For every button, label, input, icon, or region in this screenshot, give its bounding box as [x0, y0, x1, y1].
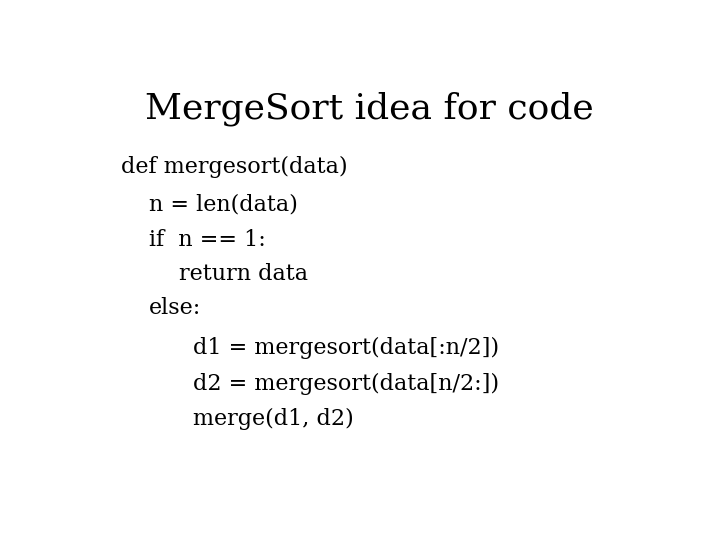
Text: if  n == 1:: if n == 1: [148, 230, 266, 251]
Text: n = len(data): n = len(data) [148, 193, 297, 215]
Text: else:: else: [148, 297, 201, 319]
Text: return data: return data [179, 262, 308, 285]
Text: merge(d1, d2): merge(d1, d2) [193, 408, 354, 430]
Text: MergeSort idea for code: MergeSort idea for code [145, 91, 593, 126]
Text: d1 = mergesort(data[:n/2]): d1 = mergesort(data[:n/2]) [193, 338, 500, 360]
Text: d2 = mergesort(data[n/2:]): d2 = mergesort(data[n/2:]) [193, 373, 500, 395]
Text: def mergesort(data): def mergesort(data) [121, 156, 347, 178]
